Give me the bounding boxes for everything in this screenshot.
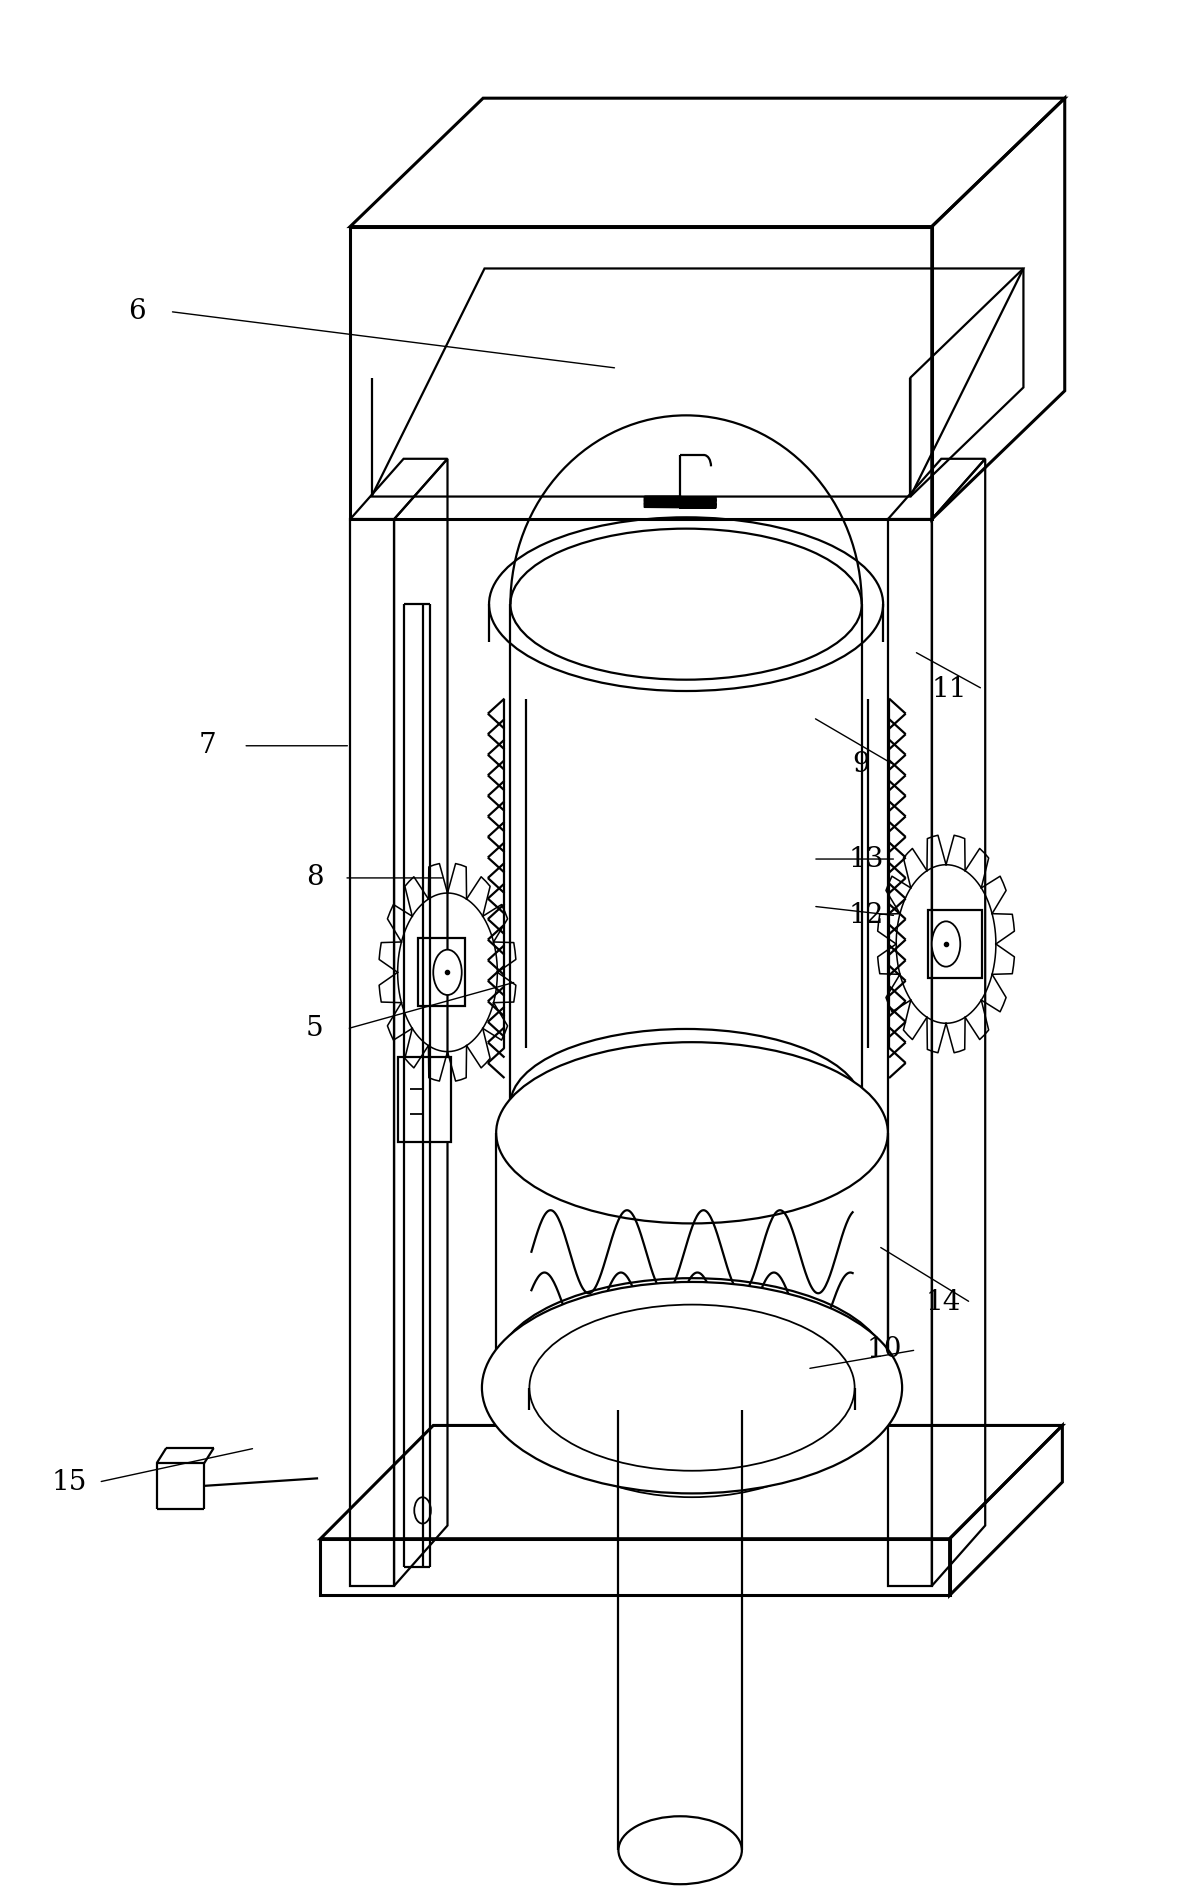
Text: 12: 12 xyxy=(849,902,884,929)
Circle shape xyxy=(433,950,462,995)
Ellipse shape xyxy=(496,1042,888,1223)
Text: 14: 14 xyxy=(926,1290,961,1316)
Ellipse shape xyxy=(510,529,862,680)
Text: 8: 8 xyxy=(306,865,323,891)
Text: 9: 9 xyxy=(852,751,869,778)
Text: 7: 7 xyxy=(199,733,216,759)
Bar xyxy=(398,1057,451,1142)
Text: 6: 6 xyxy=(128,298,145,325)
Ellipse shape xyxy=(618,1376,742,1444)
Text: 5: 5 xyxy=(306,1016,323,1042)
Text: 15: 15 xyxy=(51,1469,87,1495)
Text: 10: 10 xyxy=(867,1337,902,1363)
Ellipse shape xyxy=(482,1282,902,1493)
Text: 11: 11 xyxy=(932,676,967,702)
Text: 13: 13 xyxy=(849,846,884,872)
Circle shape xyxy=(932,921,960,967)
